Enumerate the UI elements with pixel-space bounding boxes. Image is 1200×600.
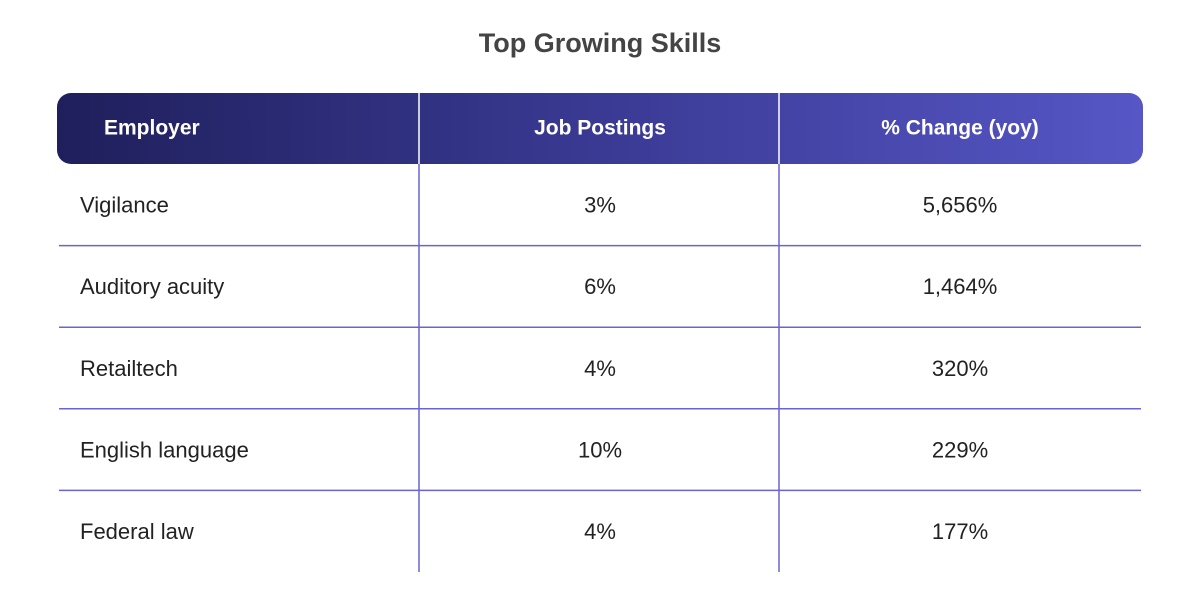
table-cell: 10%: [578, 437, 622, 462]
table-cell: Retailtech: [80, 356, 178, 381]
table-cell: 1,464%: [923, 274, 998, 299]
table-cell: English language: [80, 437, 249, 462]
column-header: % Change (yoy): [881, 117, 1039, 140]
table-cell: 320%: [932, 356, 988, 381]
header-bar: [57, 93, 1143, 164]
table-cell: 4%: [584, 356, 616, 381]
table-cell: 4%: [584, 519, 616, 544]
table-cell: 3%: [584, 193, 616, 218]
table-cell: 6%: [584, 274, 616, 299]
table-cell: Federal law: [80, 519, 194, 544]
table-cell: Vigilance: [80, 193, 169, 218]
table-cell: 177%: [932, 519, 988, 544]
column-header: Job Postings: [534, 117, 666, 140]
table-cell: 5,656%: [923, 193, 998, 218]
table-cell: Auditory acuity: [80, 274, 224, 299]
table-cell: 229%: [932, 437, 988, 462]
title: Top Growing Skills: [479, 28, 722, 58]
column-header: Employer: [104, 117, 200, 140]
